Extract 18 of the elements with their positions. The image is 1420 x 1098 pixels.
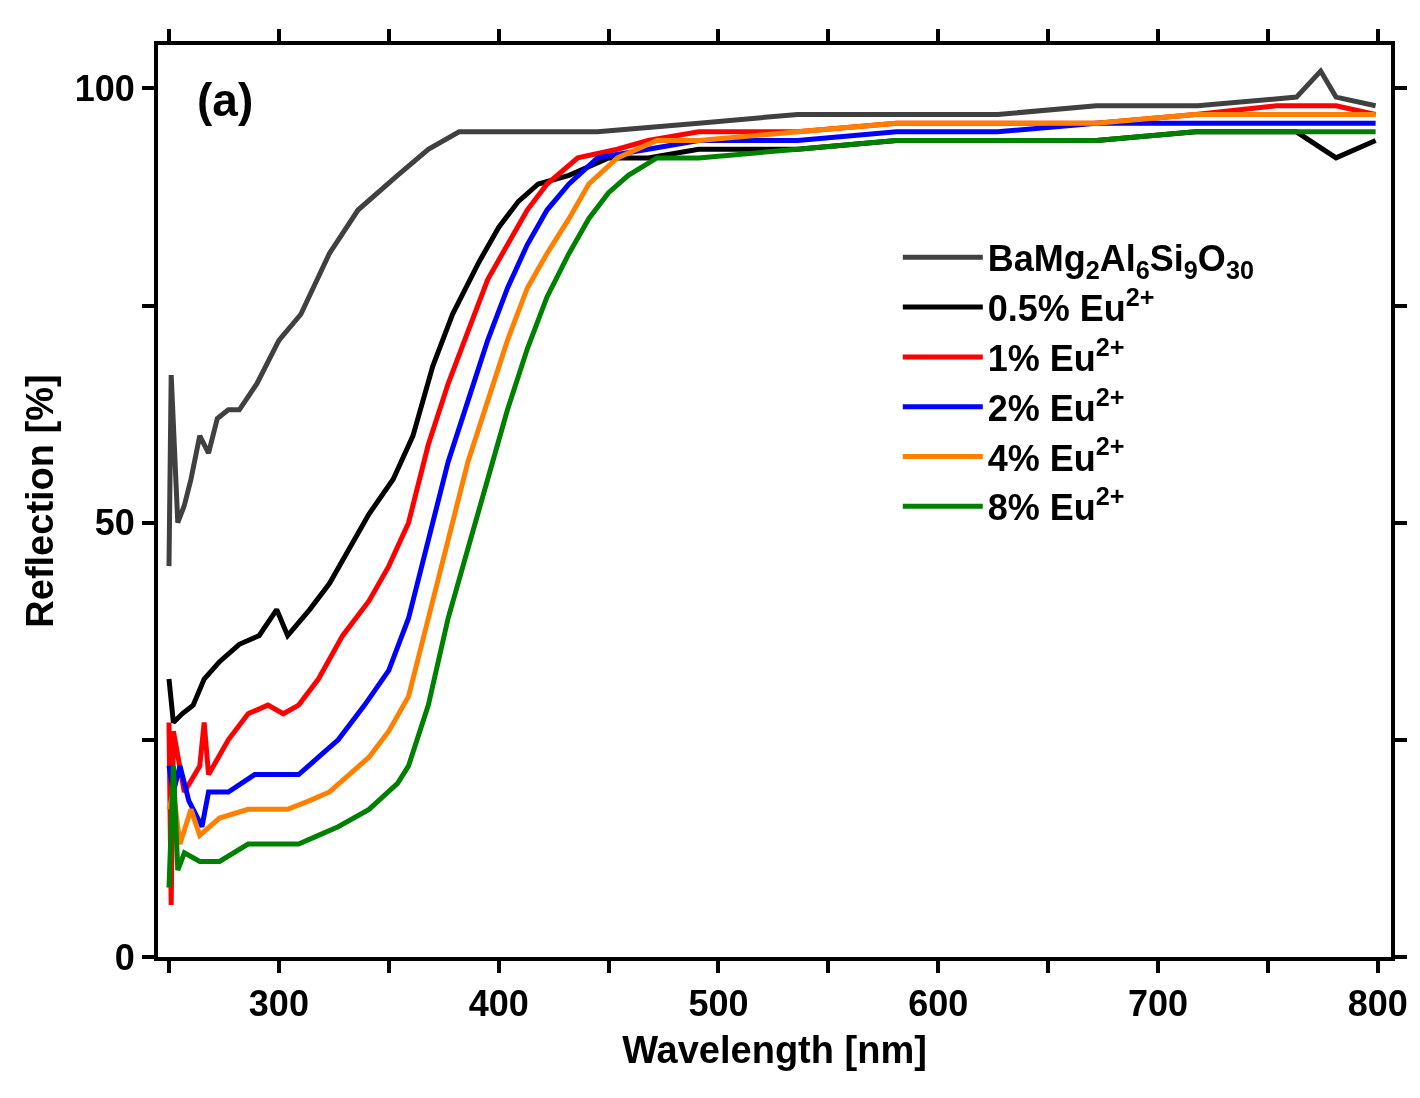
y-tick-label: 0 — [114, 936, 135, 978]
legend-label: 4% Eu$^{2+}$ — [987, 432, 1125, 479]
x-tick-label: 700 — [1127, 983, 1189, 1025]
x-tick-label: 800 — [1347, 983, 1408, 1025]
x-tick-label: 400 — [468, 983, 529, 1025]
y-tick-label: 50 — [94, 502, 135, 544]
x-tick-label: 500 — [688, 983, 749, 1025]
legend-label: 1% Eu$^{2+}$ — [987, 332, 1125, 379]
x-tick-label: 600 — [908, 983, 969, 1025]
legend-label: BaMg$_{2}$Al$_{6}$Si$_{9}$O$_{30}$ — [987, 238, 1254, 284]
legend-label: 2% Eu$^{2+}$ — [987, 382, 1125, 429]
legend-label: 8% Eu$^{2+}$ — [987, 482, 1125, 529]
y-axis-title: Reflection [%] — [19, 374, 62, 628]
x-tick-label: 300 — [248, 983, 309, 1025]
legend-label: 0.5% Eu$^{2+}$ — [987, 283, 1155, 330]
y-tick-label: 100 — [74, 68, 135, 110]
x-axis-title: Wavelength [nm] — [622, 1028, 927, 1071]
annotation: (a) — [197, 74, 254, 126]
